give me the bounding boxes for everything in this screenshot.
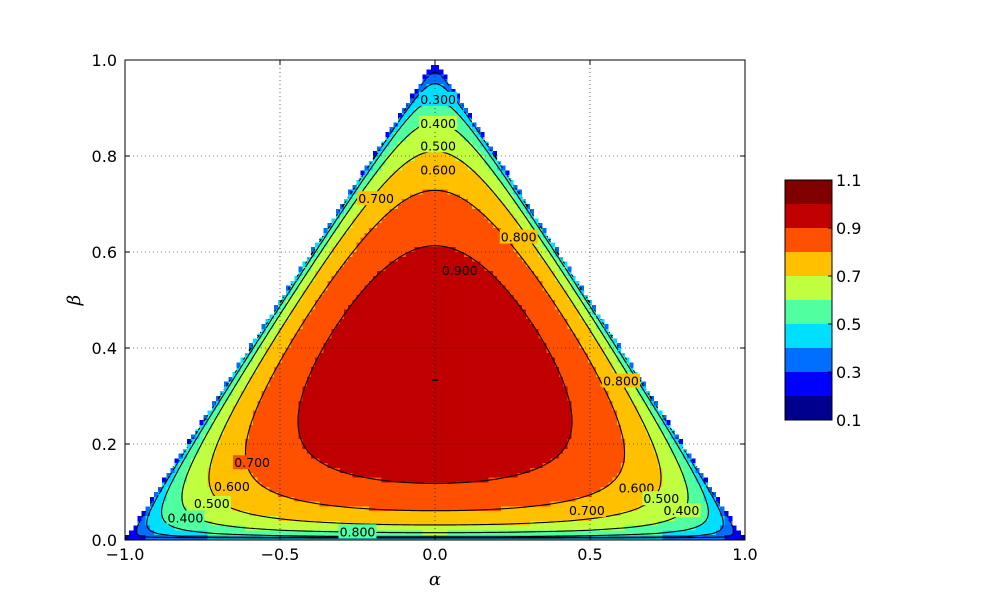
colorbar-band <box>785 180 832 204</box>
colorbar-band <box>785 252 832 276</box>
contour-label: 0.700 <box>358 191 394 206</box>
contour-label-bg <box>357 191 396 206</box>
colorbar-band <box>785 324 832 348</box>
colorbar-tick-label: 0.1 <box>836 411 861 430</box>
contour-label-bg <box>642 491 681 506</box>
x-tick-labels: −1.0 −0.5 0.0 0.5 1.0 <box>106 545 758 564</box>
y-tick-label: 0.0 <box>92 531 117 550</box>
colorbar-tick-label: 0.3 <box>836 363 861 382</box>
y-tick-label: 0.2 <box>92 435 117 454</box>
contour-label: 0.700 <box>569 503 605 518</box>
contour-label: 0.600 <box>420 162 456 177</box>
contour-label: 0.600 <box>214 479 250 494</box>
y-tick-labels: 0.0 0.2 0.4 0.6 0.8 1.0 <box>92 51 117 550</box>
contour-label: 0.800 <box>603 374 639 389</box>
x-tick-label: 1.0 <box>732 545 757 564</box>
contour-label: 0.900 <box>442 263 478 278</box>
colorbar-band <box>785 276 832 300</box>
contour-label: 0.700 <box>234 455 270 470</box>
contour-label-bg <box>617 480 656 495</box>
contour-label: 0.800 <box>501 230 537 245</box>
contour-label: 0.500 <box>194 496 230 511</box>
colorbar-frame <box>784 179 833 421</box>
plot-area: 0.3000.4000.5000.6000.7000.8000.9000.800… <box>125 60 745 540</box>
colorbar-tick-label: 1.1 <box>836 171 861 190</box>
contour-label-bg <box>419 91 458 106</box>
contour-label-bg <box>338 524 377 539</box>
contour-line-0.900 <box>297 245 573 484</box>
contour-label-bg <box>212 479 251 494</box>
contour-label-bg <box>662 503 701 518</box>
contour-label: 0.400 <box>664 503 700 518</box>
contour-label-bg <box>602 373 640 388</box>
contour-line-0.600 <box>181 121 689 534</box>
contour-label-bg <box>419 162 458 177</box>
colorbar-band <box>785 228 832 252</box>
contour-label-bg <box>192 496 231 510</box>
contour-label: 0.500 <box>643 491 679 506</box>
axis-ticks <box>124 59 746 541</box>
contour-label-bg <box>419 115 458 130</box>
contour-label-bg <box>499 229 538 244</box>
colorbar-band <box>785 204 832 228</box>
contour-line-0.500 <box>161 99 709 538</box>
colorbar-band <box>785 372 832 396</box>
x-axis-label: α <box>429 569 441 590</box>
x-tick-label: 0.0 <box>422 545 447 564</box>
y-axis-label: β <box>64 295 85 306</box>
contour-label-bg <box>166 510 205 525</box>
colorbar-band <box>785 348 832 372</box>
contour-label: 0.400 <box>420 116 456 131</box>
y-tick-label: 0.8 <box>92 147 117 166</box>
contour-label: 0.500 <box>420 138 456 153</box>
contour-label-bg <box>419 138 458 153</box>
colorbar-band <box>785 300 832 324</box>
contour-label: 0.800 <box>340 524 376 539</box>
contour-line-0.300 <box>135 71 735 539</box>
colorbar-tick-label: 0.9 <box>836 219 861 238</box>
contour-label-bg <box>233 455 272 470</box>
contour-label-bg <box>567 503 606 518</box>
y-tick-label: 0.4 <box>92 339 117 358</box>
colorbar-tick-label: 0.5 <box>836 315 861 334</box>
colorbar: 0.1 0.3 0.5 0.7 0.9 1.1 <box>784 171 861 430</box>
contour-labels: 0.3000.4000.5000.6000.7000.8000.9000.800… <box>166 91 701 539</box>
x-tick-label: −1.0 <box>106 545 145 564</box>
contour-label: 0.300 <box>420 92 456 107</box>
contour-line-0.800 <box>244 189 626 512</box>
contour-label-bg <box>440 263 479 278</box>
contour-label: 0.400 <box>168 510 204 525</box>
colorbar-tick-label: 0.7 <box>836 267 861 286</box>
y-tick-label: 0.6 <box>92 243 117 262</box>
colorbar-band <box>785 396 832 420</box>
y-tick-label: 1.0 <box>92 51 117 70</box>
contour-line-0.400 <box>146 83 724 539</box>
x-tick-label: 0.5 <box>577 545 602 564</box>
x-tick-label: −0.5 <box>261 545 300 564</box>
